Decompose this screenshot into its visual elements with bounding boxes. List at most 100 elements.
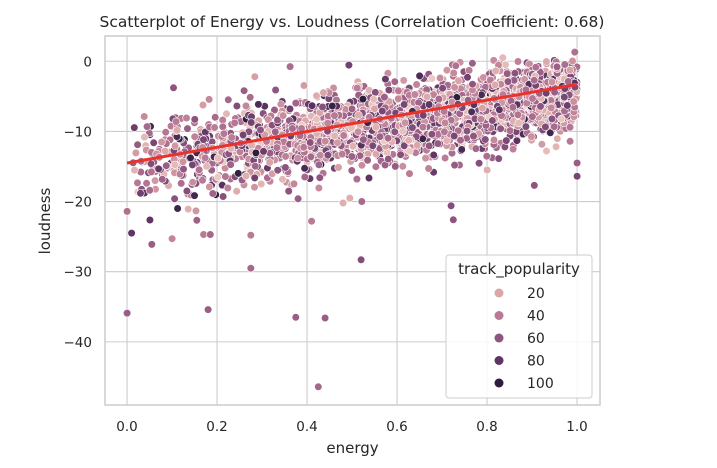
data-point bbox=[154, 164, 163, 173]
data-point bbox=[264, 115, 273, 124]
data-point bbox=[565, 123, 575, 132]
data-point bbox=[232, 187, 241, 196]
data-point bbox=[514, 118, 523, 128]
regression-line bbox=[126, 82, 578, 165]
data-point bbox=[169, 83, 178, 92]
data-point bbox=[251, 148, 260, 157]
data-point bbox=[462, 126, 472, 136]
data-point bbox=[363, 156, 372, 165]
data-point bbox=[131, 148, 140, 157]
data-point bbox=[308, 101, 317, 110]
data-point bbox=[190, 191, 199, 200]
data-point bbox=[286, 62, 295, 71]
data-point bbox=[338, 150, 347, 159]
data-point bbox=[314, 183, 324, 193]
data-point bbox=[206, 230, 215, 239]
data-point bbox=[465, 66, 474, 75]
data-point bbox=[547, 114, 557, 123]
data-point bbox=[541, 122, 550, 131]
data-point bbox=[321, 137, 330, 146]
data-point bbox=[241, 171, 251, 181]
data-point bbox=[542, 57, 551, 66]
data-point bbox=[271, 127, 280, 136]
data-point bbox=[542, 146, 551, 156]
data-point bbox=[547, 77, 557, 87]
data-point bbox=[405, 147, 414, 156]
data-point bbox=[572, 158, 582, 168]
data-point bbox=[512, 136, 522, 145]
data-point bbox=[495, 105, 504, 114]
data-point bbox=[450, 161, 459, 170]
data-point bbox=[546, 128, 555, 137]
data-point bbox=[510, 69, 520, 78]
data-point bbox=[319, 88, 328, 97]
data-point bbox=[211, 113, 220, 122]
data-point bbox=[198, 176, 207, 185]
data-point bbox=[323, 151, 333, 160]
x-tick-label: 0.0 bbox=[116, 419, 137, 435]
data-point bbox=[418, 122, 428, 132]
data-point bbox=[191, 206, 201, 215]
data-point bbox=[421, 154, 430, 163]
data-point bbox=[565, 65, 575, 75]
data-point bbox=[198, 100, 208, 110]
data-point bbox=[344, 60, 354, 70]
data-point bbox=[359, 135, 368, 144]
data-point bbox=[208, 189, 217, 198]
data-point bbox=[400, 141, 409, 150]
data-point bbox=[179, 165, 188, 174]
data-point bbox=[456, 136, 465, 145]
data-point bbox=[347, 152, 356, 161]
data-point bbox=[398, 127, 407, 136]
data-point bbox=[299, 81, 309, 90]
data-point bbox=[284, 187, 293, 196]
data-point bbox=[469, 132, 478, 141]
data-point bbox=[399, 76, 408, 85]
data-point bbox=[170, 194, 179, 203]
data-point bbox=[168, 234, 177, 243]
data-point bbox=[285, 104, 295, 113]
data-point bbox=[218, 115, 227, 125]
data-point bbox=[291, 313, 300, 322]
x-tick-label: 1.0 bbox=[566, 419, 587, 435]
data-point bbox=[508, 145, 518, 154]
legend-marker bbox=[494, 288, 504, 298]
data-point bbox=[239, 130, 248, 139]
data-point bbox=[494, 154, 503, 163]
data-point bbox=[378, 106, 387, 116]
data-point bbox=[314, 160, 324, 169]
legend-marker bbox=[494, 378, 504, 388]
x-tick-labels: 0.0 0.2 0.4 0.6 0.8 1.0 bbox=[116, 419, 587, 435]
data-point bbox=[565, 137, 575, 146]
data-point bbox=[157, 137, 166, 147]
data-point bbox=[186, 153, 195, 162]
y-tick-label: −40 bbox=[64, 335, 93, 351]
data-point bbox=[560, 60, 569, 69]
data-point bbox=[433, 139, 443, 148]
data-point bbox=[234, 169, 243, 178]
data-point bbox=[347, 166, 356, 175]
y-axis-label: loudness bbox=[36, 187, 54, 254]
data-point bbox=[354, 110, 363, 120]
data-point bbox=[384, 154, 393, 164]
data-point bbox=[230, 118, 239, 127]
data-point bbox=[232, 101, 241, 111]
data-point bbox=[553, 134, 562, 143]
data-point bbox=[241, 101, 251, 110]
data-point bbox=[300, 164, 309, 173]
data-point bbox=[441, 153, 450, 163]
data-point bbox=[133, 140, 142, 149]
data-point bbox=[328, 101, 337, 111]
data-point bbox=[438, 84, 447, 93]
data-point bbox=[449, 68, 458, 78]
data-point bbox=[188, 160, 197, 169]
y-tick-label: −30 bbox=[64, 265, 93, 281]
data-point bbox=[408, 123, 417, 132]
data-point bbox=[140, 112, 149, 121]
data-point bbox=[299, 143, 308, 152]
data-point bbox=[503, 77, 513, 86]
data-point bbox=[177, 179, 186, 188]
data-point bbox=[130, 123, 139, 132]
data-point bbox=[254, 100, 263, 109]
